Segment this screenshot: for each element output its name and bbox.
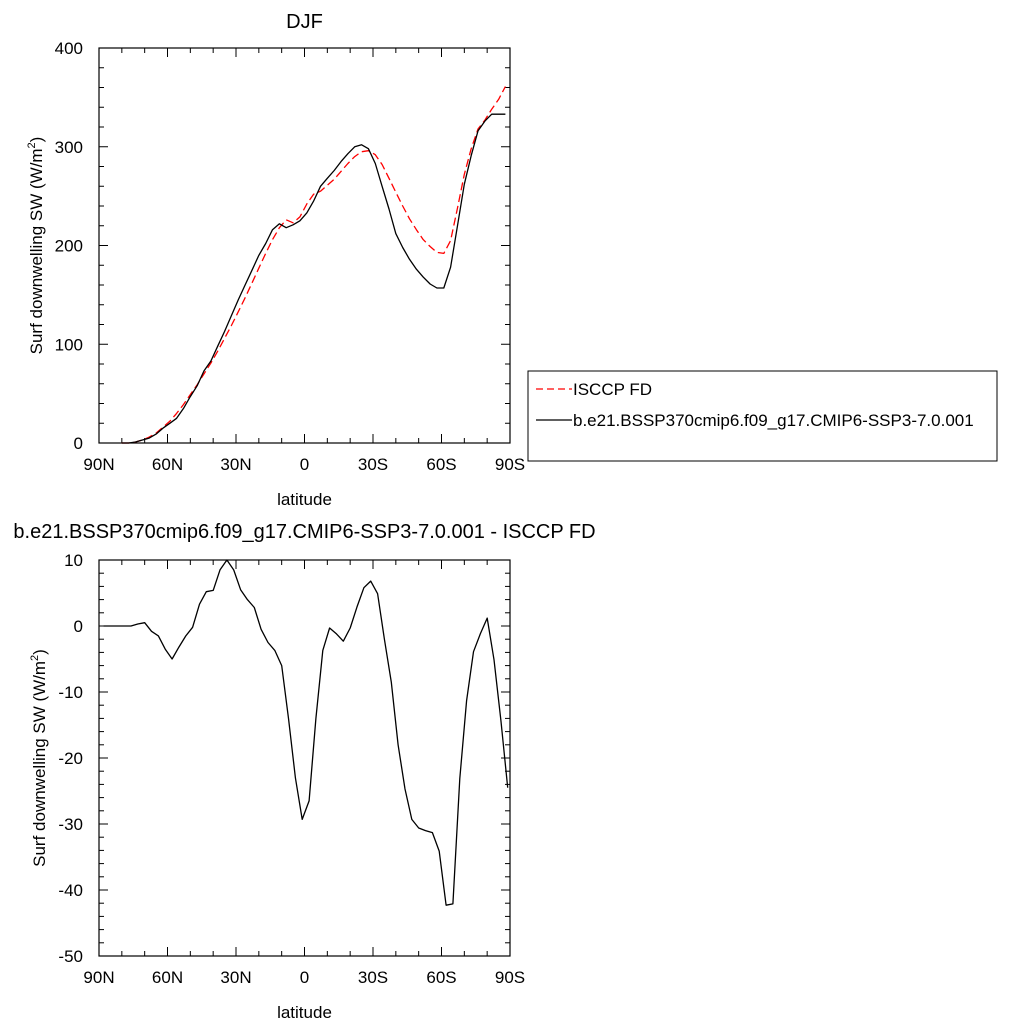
chart-title: b.e21.BSSP370cmip6.f09_g17.CMIP6-SSP3-7.… bbox=[13, 521, 595, 543]
series-line-0 bbox=[103, 559, 509, 906]
y-tick-label: 0 bbox=[74, 617, 83, 636]
series-line-1 bbox=[121, 113, 506, 444]
x-tick-label: 60N bbox=[152, 455, 183, 474]
x-tick-label: 30N bbox=[220, 455, 251, 474]
y-axis-title: Surf downwelling SW (W/m2) bbox=[29, 649, 49, 867]
y-tick-label: -10 bbox=[58, 683, 83, 702]
plot-frame bbox=[98, 559, 511, 957]
y-tick-label: 300 bbox=[55, 138, 83, 157]
y-tick-label: 200 bbox=[55, 237, 83, 256]
y-tick-label: -30 bbox=[58, 815, 83, 834]
x-axis-title: latitude bbox=[277, 490, 332, 509]
legend: ISCCP FD b.e21.BSSP370cmip6.f09_g17.CMIP6… bbox=[527, 370, 998, 462]
x-tick-label: 0 bbox=[300, 968, 309, 987]
x-tick-label: 90S bbox=[495, 968, 525, 987]
x-tick-label: 0 bbox=[300, 455, 309, 474]
y-axis-title-superscript: 2 bbox=[26, 142, 38, 148]
legend-label-0: ISCCP FD bbox=[573, 380, 652, 399]
y-axis-title-main: Surf downwelling SW (W/m bbox=[27, 148, 46, 354]
y-tick-label: 10 bbox=[64, 551, 83, 570]
y-tick-label: 400 bbox=[55, 39, 83, 58]
chart-title: DJF bbox=[286, 11, 323, 33]
x-tick-label: 30N bbox=[220, 968, 251, 987]
legend-box bbox=[527, 370, 998, 462]
x-tick-label: 30S bbox=[358, 455, 388, 474]
y-tick-label: -40 bbox=[58, 881, 83, 900]
x-tick-label: 90S bbox=[495, 455, 525, 474]
y-tick-label: 100 bbox=[55, 335, 83, 354]
bottom-chart-difference: b.e21.BSSP370cmip6.f09_g17.CMIP6-SSP3-7.… bbox=[13, 521, 595, 1022]
x-tick-label: 60S bbox=[426, 968, 456, 987]
y-axis-title-tail: ) bbox=[27, 137, 46, 143]
x-tick-label: 60N bbox=[152, 968, 183, 987]
y-tick-label: 0 bbox=[74, 434, 83, 453]
series-line-0 bbox=[121, 86, 506, 444]
y-axis-title: Surf downwelling SW (W/m2) bbox=[26, 137, 46, 355]
x-tick-label: 90N bbox=[83, 968, 114, 987]
y-axis-title-tail: ) bbox=[30, 649, 49, 655]
y-tick-label: -50 bbox=[58, 947, 83, 966]
x-tick-label: 60S bbox=[426, 455, 456, 474]
x-axis-title: latitude bbox=[277, 1003, 332, 1022]
x-tick-label: 90N bbox=[83, 455, 114, 474]
y-axis-title-main: Surf downwelling SW (W/m bbox=[30, 661, 49, 867]
y-axis-title-superscript: 2 bbox=[29, 655, 41, 661]
legend-label-1: b.e21.BSSP370cmip6.f09_g17.CMIP6-SSP3-7.… bbox=[573, 411, 974, 430]
y-tick-label: -20 bbox=[58, 749, 83, 768]
x-tick-label: 30S bbox=[358, 968, 388, 987]
top-chart-djf: DJF 90N 60N 30N 0 30S 60S 90S 0 100 200 300 400 latit… bbox=[26, 11, 525, 509]
